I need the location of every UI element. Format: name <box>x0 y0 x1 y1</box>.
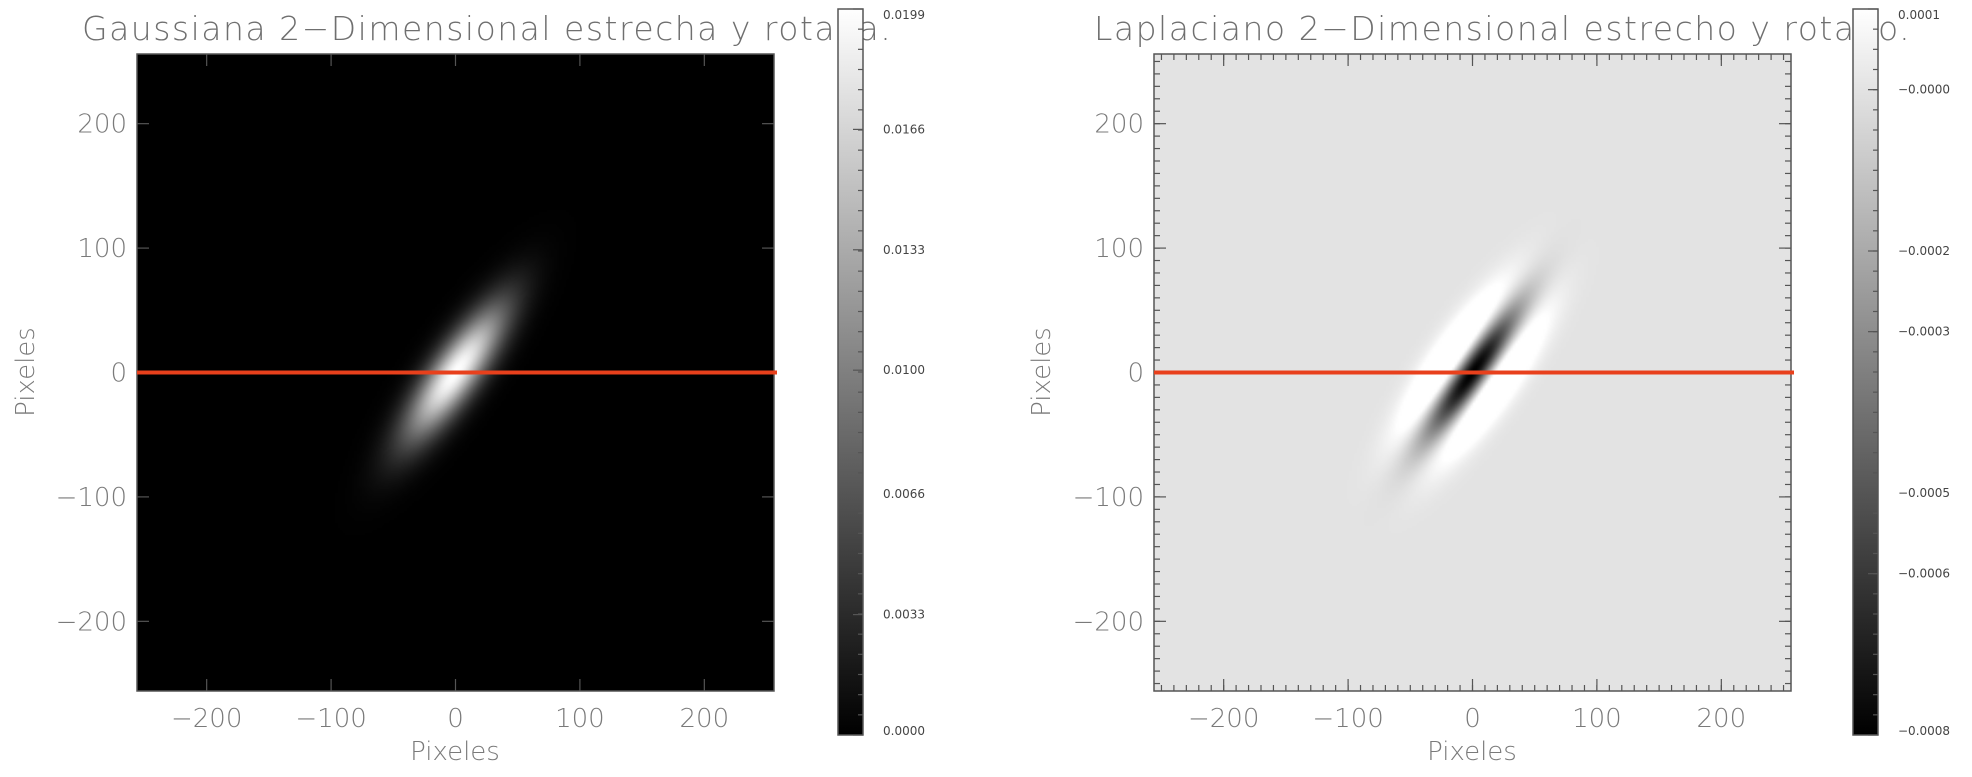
colorbar-tick-label: −0.0008 <box>1898 724 1950 738</box>
colorbar-tick-label: −0.0003 <box>1898 325 1950 339</box>
colorbar-tick-label: 0.0166 <box>883 122 925 136</box>
x-tick-label: 100 <box>555 704 605 734</box>
y-axis-label: Pixeles <box>1027 327 1057 417</box>
x-tick-label: 100 <box>1572 704 1622 734</box>
colorbar-ticks: −0.0008 −0.0006 −0.0005 −0.0003 −0.0002 −0.00… <box>1868 8 1950 738</box>
panel-laplacian: Laplaciano 2−Dimensional estrecho y rota… <box>1027 8 1950 767</box>
y-tick-label: −200 <box>56 607 127 637</box>
x-tick-label: 0 <box>1464 704 1481 734</box>
y-tick-label: 100 <box>1094 234 1144 264</box>
panel-gaussian: Gaussiana 2−Dimensional estrecha y rotad… <box>11 8 925 767</box>
colorbar-ticks: 0.0000 0.0033 0.0066 0.0100 0.0133 0.0166 0.01… <box>853 8 925 738</box>
x-tick-label: −100 <box>295 704 366 734</box>
x-tick-label: −200 <box>171 704 242 734</box>
y-tick-label: 0 <box>110 359 127 389</box>
colorbar-tick-label: 0.0100 <box>883 363 925 377</box>
x-axis-label: Pixeles <box>1427 737 1517 767</box>
colorbar-tick-label: 0.0001 <box>1898 8 1940 22</box>
y-tick-label: 200 <box>1094 110 1144 140</box>
colorbar-tick-label: −0.0002 <box>1898 244 1950 258</box>
colorbar-tick-label: 0.0066 <box>883 487 925 501</box>
colorbar: −0.0008 −0.0006 −0.0005 −0.0003 −0.0002 −0.00… <box>1852 8 1950 738</box>
x-tick-label: −200 <box>1188 704 1259 734</box>
y-tick-label: 0 <box>1127 359 1144 389</box>
y-tick-label: 100 <box>77 234 127 264</box>
colorbar-tick-label: 0.0033 <box>883 608 925 622</box>
colorbar-tick-label: 0.0133 <box>883 243 925 257</box>
y-axis-label: Pixeles <box>11 327 41 417</box>
x-tick-label: −100 <box>1312 704 1383 734</box>
colorbar-tick-label: −0.0005 <box>1898 486 1950 500</box>
axis-ticks: −200 −100 0 100 200 −200 −100 0 100 200 <box>1073 54 1791 734</box>
x-tick-label: 200 <box>680 704 730 734</box>
y-tick-label: −100 <box>56 483 127 513</box>
colorbar-tick-label: 0.0199 <box>883 8 925 22</box>
chart-title: Gaussiana 2−Dimensional estrecha y rotad… <box>82 9 892 48</box>
axis-ticks: −200 −100 0 100 200 −200 −100 0 100 200 <box>56 54 774 734</box>
colorbar: 0.0000 0.0033 0.0066 0.0100 0.0133 0.0166 0.01… <box>837 8 925 738</box>
x-axis-label: Pixeles <box>410 737 500 767</box>
chart-title: Laplaciano 2−Dimensional estrecho y rota… <box>1094 9 1911 48</box>
y-tick-label: −200 <box>1073 607 1144 637</box>
colorbar-tick-label: 0.0000 <box>883 724 925 738</box>
colorbar-tick-label: −0.0006 <box>1898 567 1950 581</box>
y-tick-label: −100 <box>1073 483 1144 513</box>
y-tick-label: 200 <box>77 110 127 140</box>
x-tick-label: 0 <box>447 704 464 734</box>
colorbar-tick-label: −0.0000 <box>1898 83 1950 97</box>
x-tick-label: 200 <box>1697 704 1747 734</box>
